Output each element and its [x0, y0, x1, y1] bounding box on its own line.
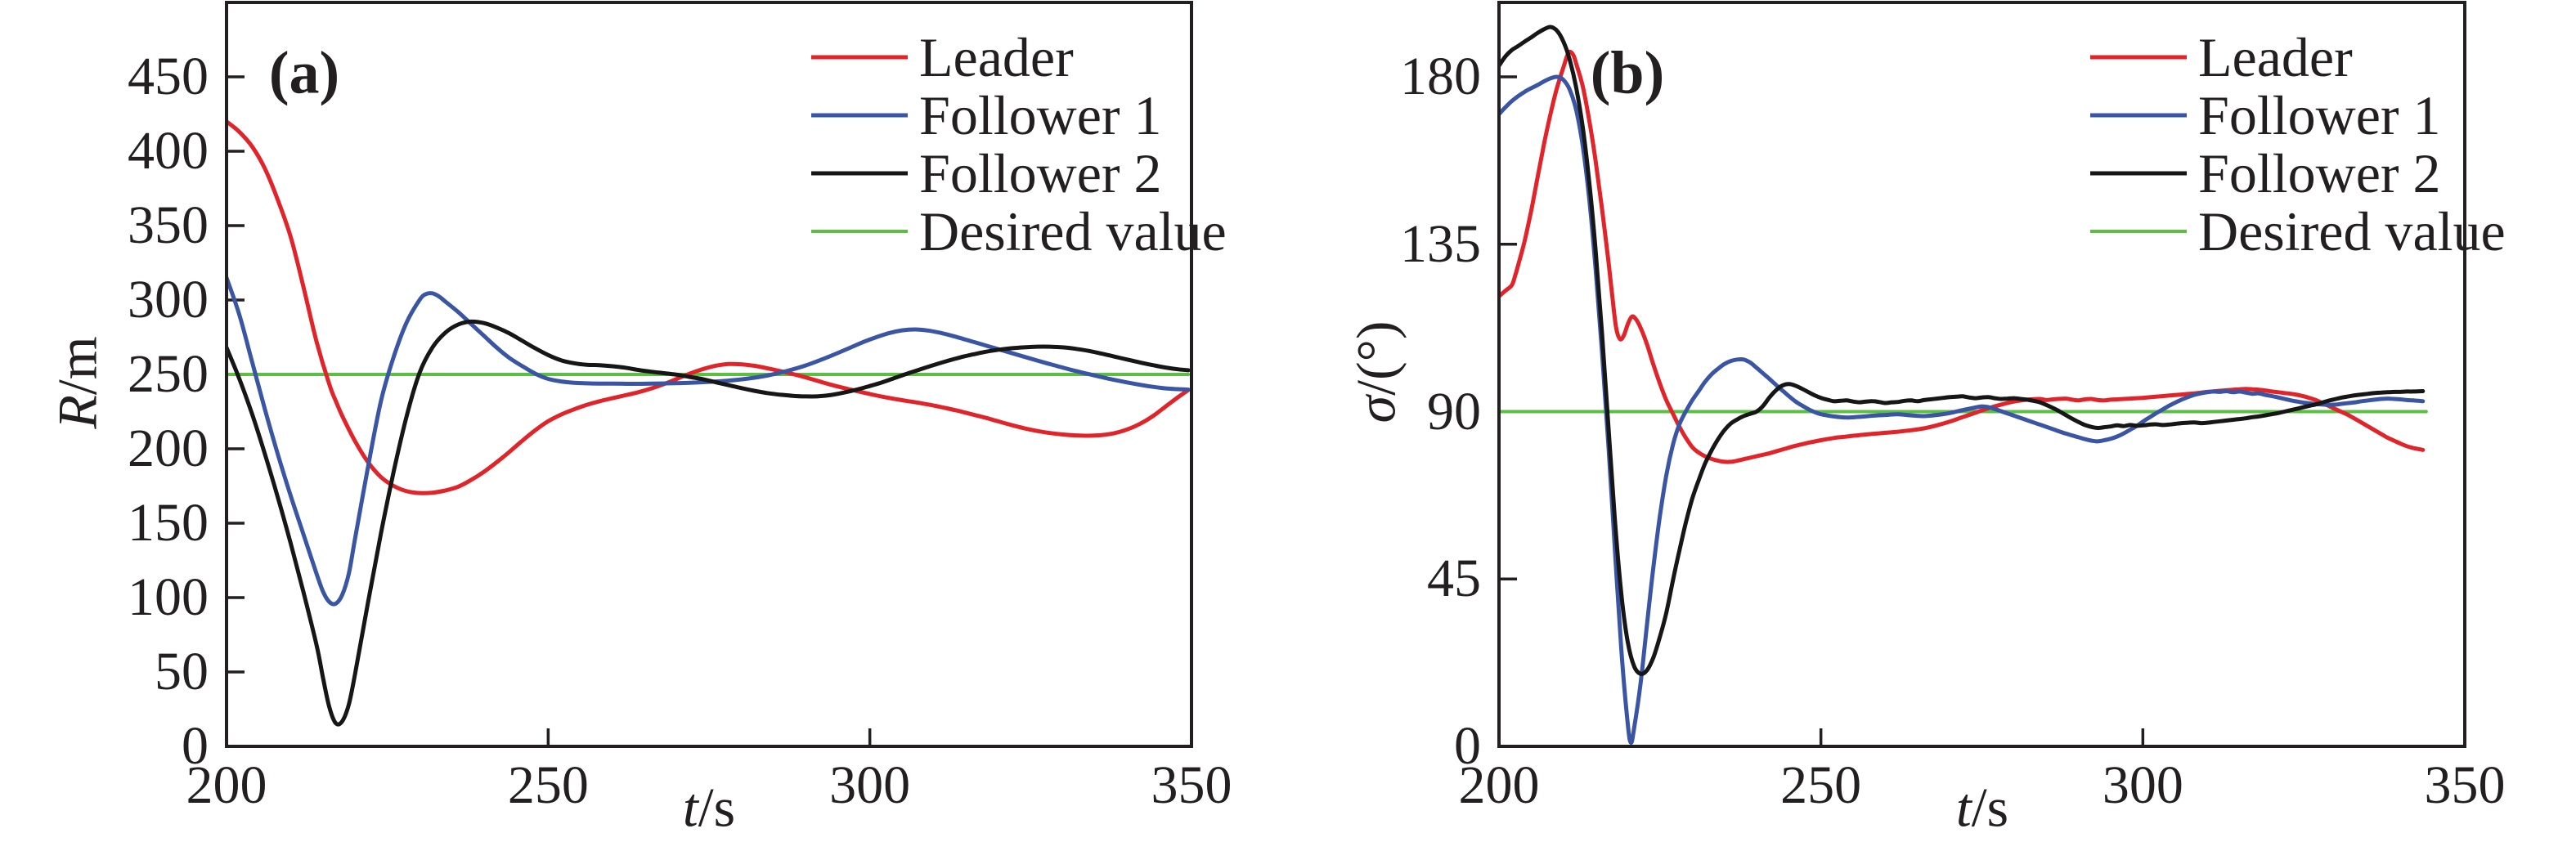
- follower-2-curve-a: [225, 319, 1191, 727]
- curves-b: [1497, 25, 2428, 746]
- axes-frame-a: [225, 1, 1193, 748]
- panel-a: [225, 1, 1193, 748]
- curves-a: [225, 119, 1191, 727]
- axes-frame-b: [1497, 1, 2466, 748]
- leader-curve-a: [225, 119, 1191, 495]
- leader-curve-b: [1497, 49, 2426, 464]
- follower-2-curve-b: [1497, 25, 2426, 676]
- follower-1-curve-b: [1497, 74, 2426, 746]
- panel-b: [1497, 1, 2466, 748]
- follower-1-curve-a: [225, 275, 1191, 607]
